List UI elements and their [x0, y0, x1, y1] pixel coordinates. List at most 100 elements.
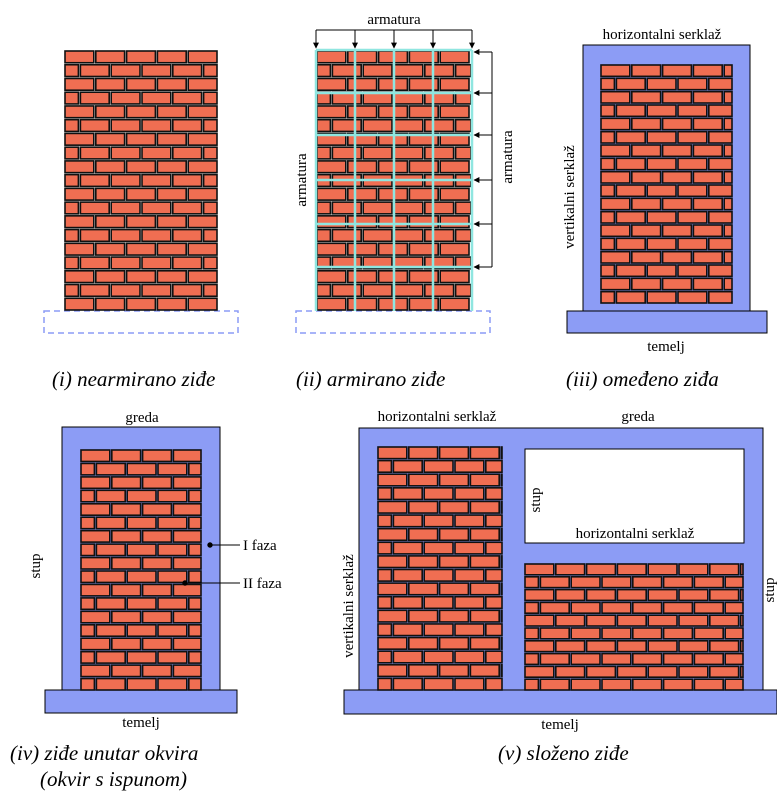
brick: [156, 269, 187, 284]
brick: [662, 627, 694, 640]
brick: [346, 269, 378, 284]
brick: [141, 664, 173, 678]
brick: [646, 264, 677, 278]
brick: [692, 117, 724, 131]
brick: [346, 187, 378, 201]
brick: [316, 146, 332, 160]
brick: [346, 160, 378, 174]
brick: [469, 473, 500, 487]
brick: [407, 527, 439, 542]
brick: [661, 170, 693, 184]
brick: [95, 570, 127, 584]
brick: [484, 623, 503, 637]
brick: [500, 527, 503, 542]
brick: [408, 105, 439, 119]
brick: [95, 597, 127, 611]
brick: [693, 575, 725, 589]
brick: [423, 256, 455, 270]
brick: [600, 250, 631, 264]
brick: [188, 650, 202, 664]
brick: [126, 543, 157, 557]
brick: [377, 595, 393, 610]
brick: [187, 269, 218, 284]
brick: [316, 242, 347, 256]
brick: [661, 64, 693, 78]
brick: [423, 650, 454, 664]
brick: [346, 105, 378, 119]
brick: [95, 462, 127, 476]
label-temelj: temelj: [647, 339, 685, 355]
brick: [661, 90, 693, 104]
brick: [678, 563, 709, 576]
brick: [615, 77, 647, 91]
brick: [95, 160, 126, 174]
brick: [95, 187, 126, 201]
brick: [739, 563, 744, 576]
brick: [438, 527, 470, 542]
caption-panel-i: (i) nearmirano ziđe: [52, 367, 215, 391]
brick: [111, 637, 142, 651]
brick: [454, 568, 485, 582]
brick: [141, 502, 173, 517]
brick: [616, 665, 648, 679]
brick: [454, 118, 472, 133]
brick: [439, 160, 470, 174]
caption-panel-iv-line2: (okvir s ispunom): [40, 767, 187, 791]
brick-wall: [80, 449, 202, 691]
brick: [64, 187, 95, 201]
brick: [585, 563, 617, 576]
brick: [724, 678, 744, 691]
brick: [393, 118, 424, 133]
brick: [554, 614, 586, 627]
brick: [600, 157, 616, 171]
brick: [80, 529, 111, 543]
brick: [615, 210, 647, 224]
brick: [693, 678, 725, 691]
brick: [316, 215, 347, 229]
foundation: [566, 310, 768, 334]
brick: [172, 664, 202, 678]
brick: [723, 117, 733, 131]
brick: [377, 514, 393, 528]
brick: [111, 449, 142, 463]
brick: [362, 256, 393, 270]
brick: [723, 250, 733, 264]
brick: [723, 224, 733, 238]
brick: [126, 650, 157, 664]
brick: [64, 50, 95, 64]
brick: [423, 623, 454, 637]
brick: [346, 297, 378, 311]
brick: [630, 144, 662, 158]
brick: [600, 117, 631, 131]
foundation: [44, 689, 238, 714]
brick: [126, 489, 157, 503]
brick: [316, 160, 347, 174]
brick: [157, 489, 188, 503]
brick: [346, 132, 378, 146]
brick: [585, 614, 617, 627]
brick: [423, 541, 454, 555]
brick: [110, 228, 141, 243]
brick: [172, 91, 203, 105]
panel-ii-reinforced-masonry: armatura armatura armatura (ii) armirano…: [294, 12, 516, 391]
brick: [647, 639, 678, 653]
brick: [707, 104, 733, 118]
brick: [600, 104, 616, 118]
brick: [80, 449, 111, 463]
brick: [393, 146, 424, 160]
brick: [377, 582, 408, 596]
brick: [500, 473, 503, 487]
brick: [600, 184, 616, 198]
brick: [692, 64, 724, 78]
panel-i-unreinforced-masonry: (i) nearmirano ziđe: [43, 50, 239, 391]
brick: [187, 242, 218, 256]
brick: [708, 639, 740, 653]
brick: [646, 210, 677, 224]
brick: [708, 588, 740, 602]
brick: [188, 516, 202, 530]
brick-wall-right: [524, 563, 744, 691]
label-stup: stup: [28, 553, 44, 578]
brick: [438, 636, 470, 650]
brick: [662, 575, 694, 589]
brick-wall: [600, 64, 733, 304]
